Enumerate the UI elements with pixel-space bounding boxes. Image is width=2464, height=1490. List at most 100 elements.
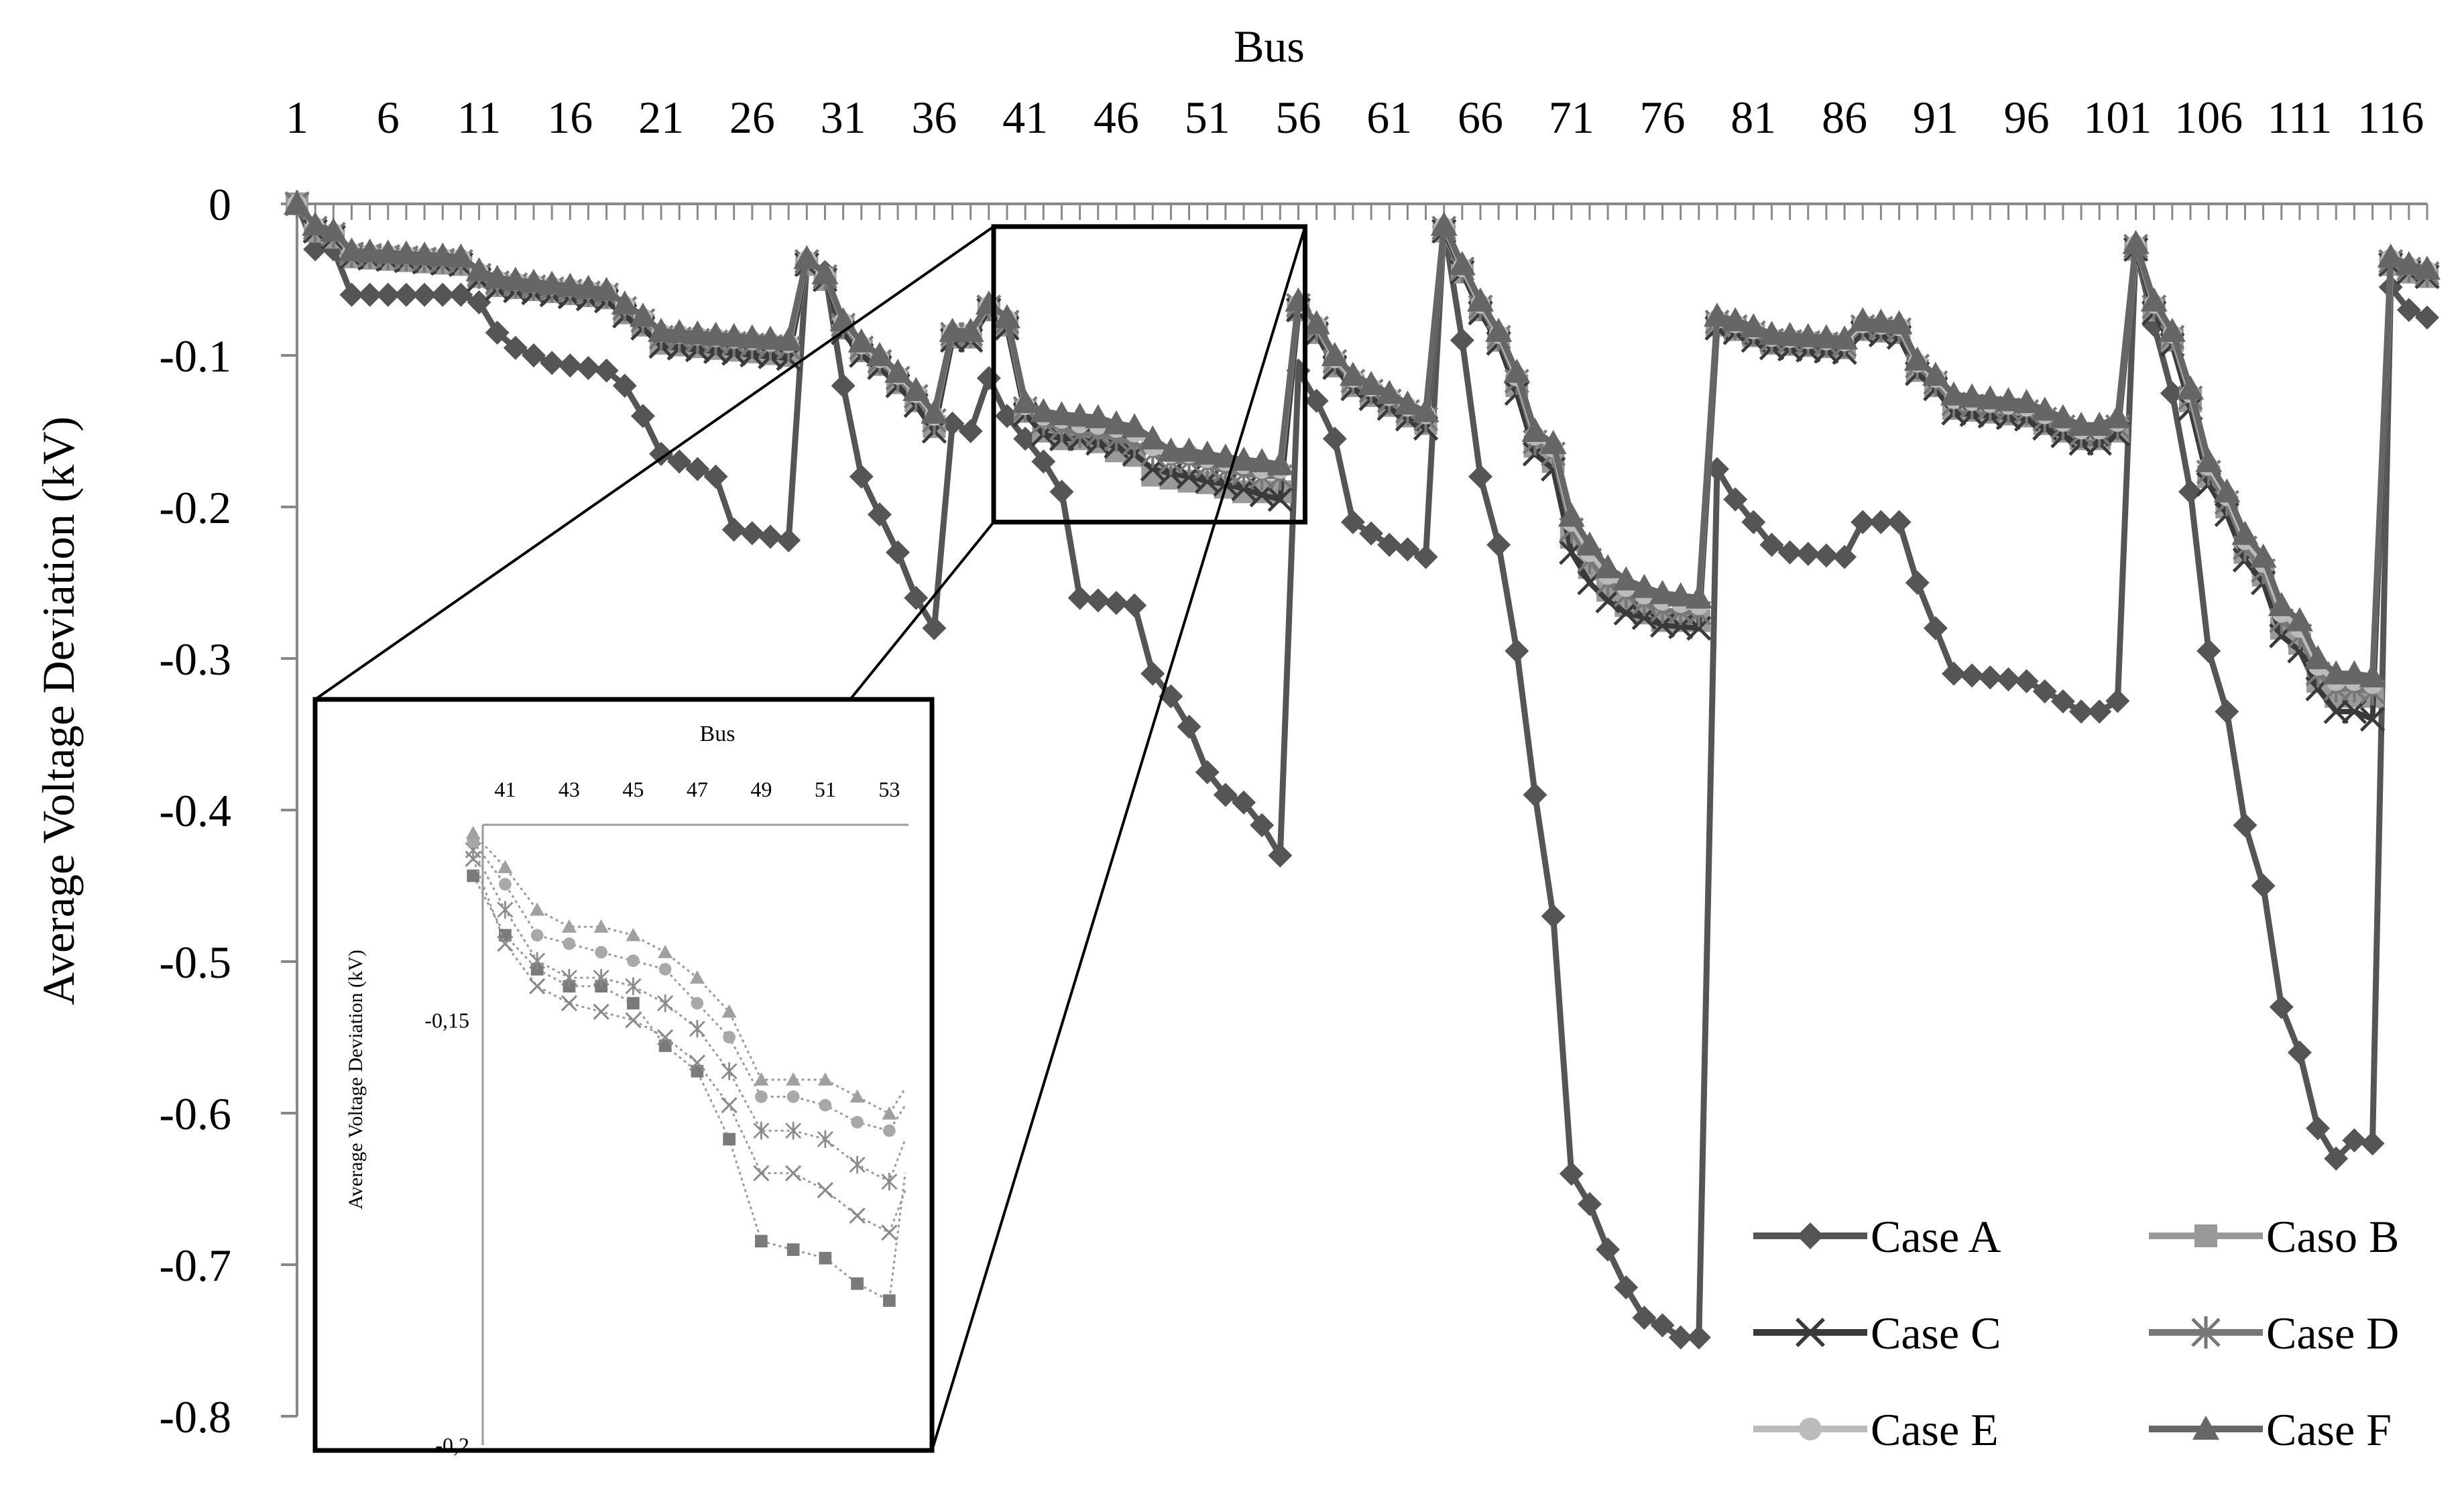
data-point [2287, 1040, 2312, 1065]
data-point [1812, 324, 1840, 349]
data-point [1576, 531, 1603, 556]
data-point [1140, 661, 1165, 686]
x-tick-label: 116 [2357, 92, 2424, 143]
data-point [902, 376, 930, 401]
data-point [685, 457, 710, 481]
inset-data-point [849, 1155, 866, 1174]
data-point [1267, 487, 1293, 512]
data-point [1595, 588, 1621, 614]
data-point [594, 358, 619, 383]
inset-data-point [723, 1133, 736, 1146]
data-point [1102, 410, 1130, 435]
y-tick-label: -0.7 [159, 1240, 231, 1291]
data-point [1796, 542, 1820, 567]
data-point [2269, 994, 2294, 1019]
inset-frame [312, 697, 935, 1453]
inset-y-tick-label: -0,15 [424, 1008, 469, 1032]
connector-line [314, 225, 995, 701]
data-point [1268, 843, 1293, 868]
inset-data-point [753, 1165, 770, 1182]
legend-marker [2192, 1416, 2219, 1440]
data-point [1177, 714, 1201, 739]
y-tick-label: -0.6 [159, 1088, 231, 1139]
data-point [338, 237, 365, 262]
data-point [2377, 243, 2404, 268]
inset-x-axis-title: Bus [700, 722, 736, 746]
x-tick-label: 66 [1458, 92, 1503, 143]
data-point [994, 304, 1020, 329]
data-point [1867, 308, 1895, 333]
data-point [1450, 328, 1474, 353]
legend-label: Case D [2266, 1308, 2399, 1359]
data-point [429, 242, 457, 267]
data-point [1905, 571, 1930, 595]
legend-marker [2194, 1224, 2217, 1247]
data-point [1977, 385, 2004, 410]
data-point [1922, 361, 1949, 386]
y-tick-label: -0.5 [159, 937, 231, 988]
data-point [703, 464, 728, 489]
x-tick-label: 76 [1640, 92, 1686, 143]
data-point [1758, 321, 1785, 345]
data-point [2324, 1146, 2349, 1171]
data-point [576, 355, 601, 380]
data-point [629, 302, 656, 327]
inset-data-point [497, 901, 514, 919]
x-tick-label: 41 [1002, 92, 1048, 143]
inset-data-point [721, 1062, 738, 1080]
data-point [1359, 521, 1384, 546]
data-point [1996, 667, 2021, 692]
data-point [757, 325, 784, 350]
data-point [2069, 699, 2094, 724]
data-point [483, 264, 511, 289]
data-point [1139, 425, 1167, 450]
data-point [1740, 313, 1767, 338]
data-point [1412, 398, 1440, 422]
data-point [2196, 638, 2221, 663]
data-point [776, 528, 801, 553]
data-point [2359, 663, 2386, 688]
data-point [556, 272, 584, 297]
y-tick-label: -0.2 [159, 482, 231, 533]
legend-item-case-c: Case C [1753, 1308, 2001, 1359]
main-series-layer [284, 190, 2441, 1350]
data-point [1376, 380, 1403, 404]
data-point [1978, 665, 2003, 690]
data-point [485, 321, 510, 345]
inset-data-point [786, 1072, 801, 1086]
inset-data-point [467, 869, 480, 882]
data-point [995, 404, 1019, 428]
x-tick-label: 56 [1275, 92, 1321, 143]
data-point [2140, 287, 2168, 312]
data-point [831, 374, 856, 398]
inset-data-point [754, 1072, 769, 1086]
inset-data-point [753, 1121, 770, 1140]
x-tick-label: 61 [1366, 92, 1412, 143]
legend-item-case-d: Case D [2149, 1308, 2399, 1359]
inset-data-point [851, 1116, 864, 1129]
data-point [867, 502, 892, 527]
data-point [1612, 566, 1640, 591]
data-point [976, 365, 1001, 390]
data-point [958, 419, 983, 443]
legend-label: Case E [1871, 1404, 1999, 1455]
data-point [1486, 532, 1511, 557]
data-point [1650, 1313, 1675, 1338]
data-point [2086, 411, 2113, 436]
legend-label: Case A [1871, 1211, 2001, 1262]
series-line [294, 202, 2428, 722]
data-point [649, 441, 674, 466]
data-point [1614, 1275, 1639, 1300]
inset-data-point [561, 919, 577, 933]
data-point [2215, 699, 2239, 724]
data-point [2359, 706, 2386, 732]
legend-marker [1796, 1318, 1825, 1347]
inset-data-point [819, 1251, 832, 1265]
x-tick-label: 1 [286, 92, 308, 143]
data-point [2286, 607, 2313, 632]
data-point [1995, 387, 2022, 412]
data-point [1377, 532, 1402, 557]
legend-marker [1797, 1222, 1824, 1249]
data-point [320, 217, 347, 242]
